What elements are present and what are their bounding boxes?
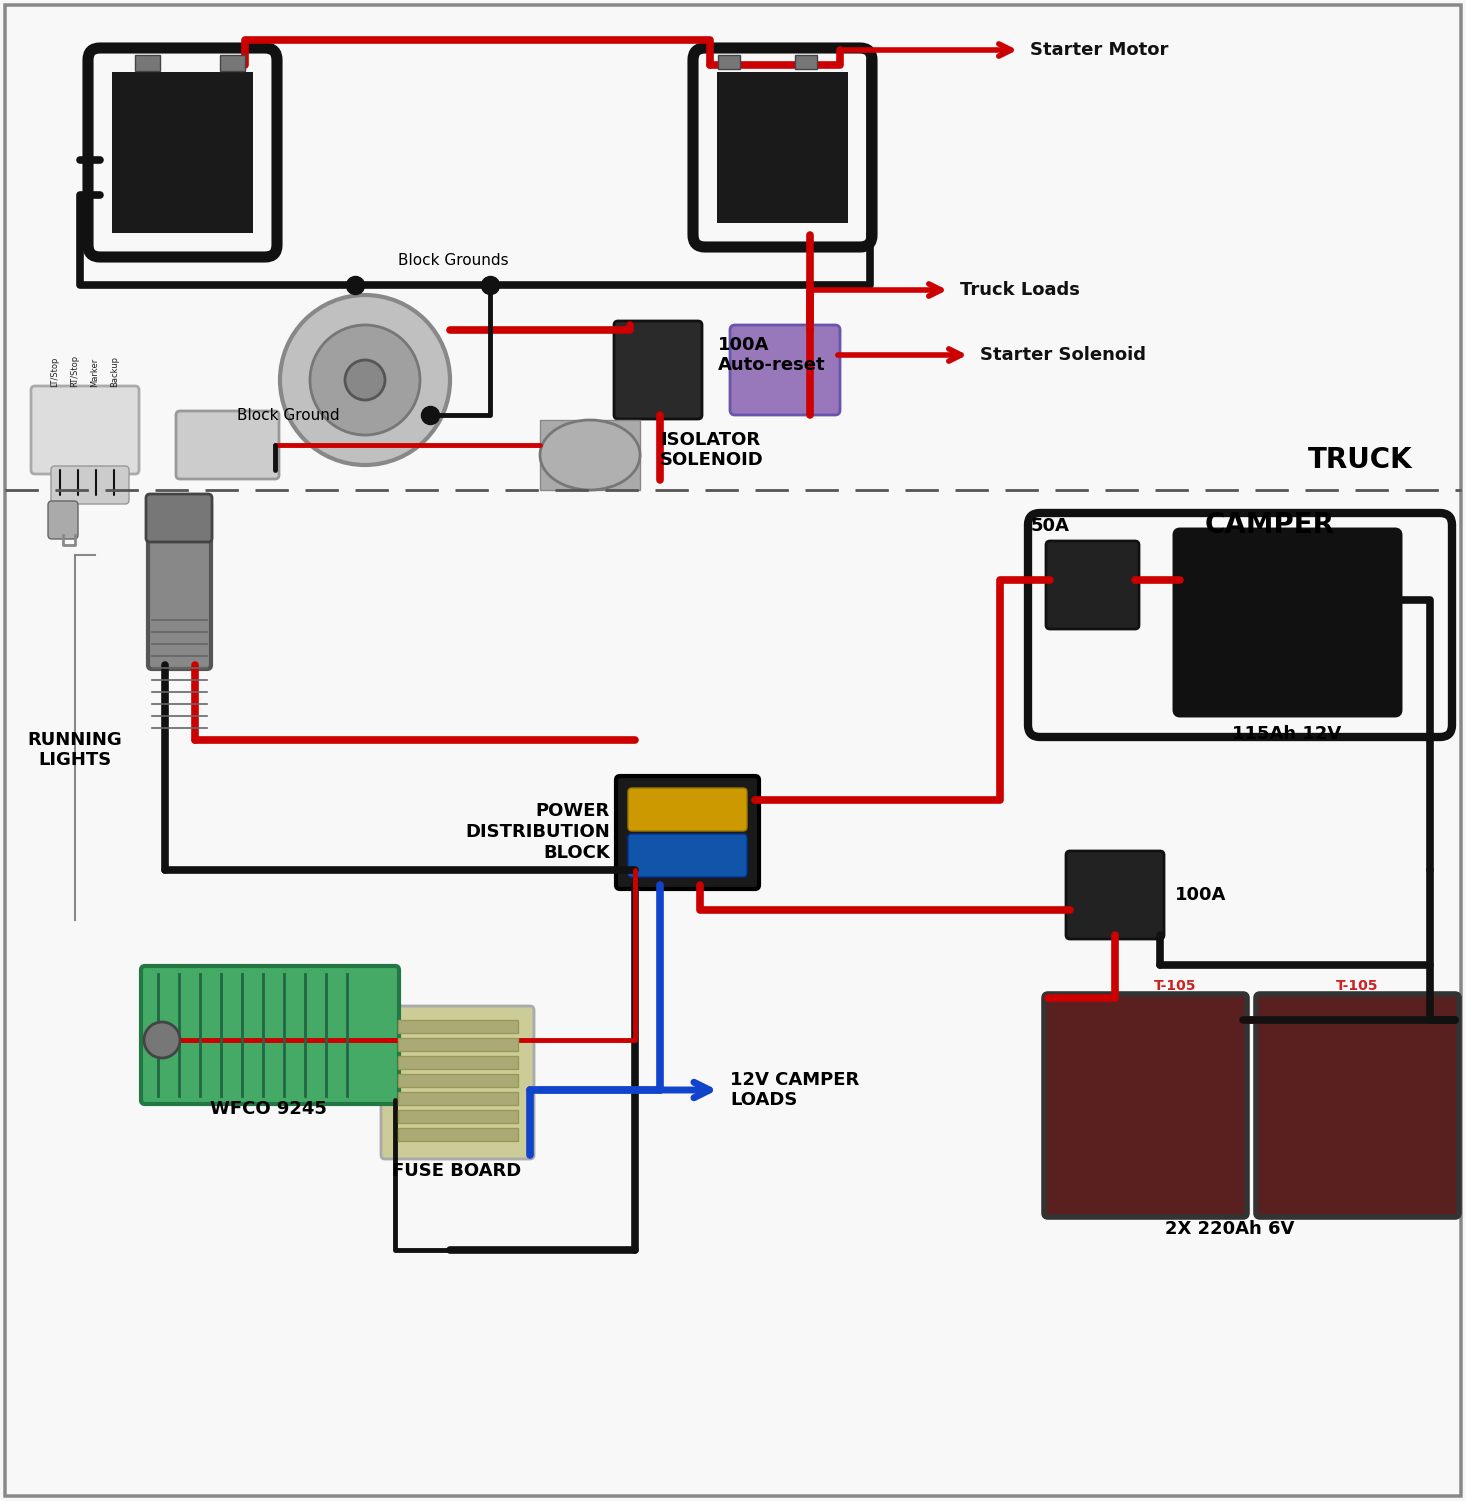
Circle shape xyxy=(345,360,386,399)
FancyBboxPatch shape xyxy=(147,494,213,542)
Text: ISOLATOR
SOLENOID: ISOLATOR SOLENOID xyxy=(660,431,764,470)
Ellipse shape xyxy=(539,420,641,489)
Text: Marker: Marker xyxy=(91,357,100,387)
FancyBboxPatch shape xyxy=(627,788,748,832)
Bar xyxy=(397,1127,517,1141)
Bar xyxy=(717,72,847,224)
Text: POWER
DISTRIBUTION
BLOCK: POWER DISTRIBUTION BLOCK xyxy=(465,802,610,862)
FancyBboxPatch shape xyxy=(51,465,129,504)
Text: 50A: 50A xyxy=(1031,516,1069,534)
FancyBboxPatch shape xyxy=(614,321,702,419)
Text: FUSE BOARD: FUSE BOARD xyxy=(393,1162,522,1180)
Bar xyxy=(539,420,641,489)
FancyBboxPatch shape xyxy=(616,776,759,889)
Text: 100A: 100A xyxy=(1176,886,1227,904)
Text: CAMPER: CAMPER xyxy=(1205,510,1336,539)
Text: Block Grounds: Block Grounds xyxy=(397,254,509,269)
Text: Backup: Backup xyxy=(110,356,120,387)
FancyBboxPatch shape xyxy=(141,967,399,1105)
Bar xyxy=(397,1111,517,1123)
FancyBboxPatch shape xyxy=(176,411,279,479)
FancyBboxPatch shape xyxy=(381,1006,534,1159)
FancyBboxPatch shape xyxy=(627,835,748,877)
FancyBboxPatch shape xyxy=(1047,540,1139,629)
Circle shape xyxy=(144,1022,180,1058)
FancyBboxPatch shape xyxy=(1066,851,1164,940)
FancyBboxPatch shape xyxy=(31,386,139,474)
Text: 12V CAMPER
LOADS: 12V CAMPER LOADS xyxy=(730,1070,859,1109)
Bar xyxy=(135,56,160,71)
Bar xyxy=(397,1075,517,1087)
Text: TRUCK: TRUCK xyxy=(1308,446,1412,474)
Text: 100A
Auto-reset: 100A Auto-reset xyxy=(718,336,825,374)
Bar xyxy=(397,1057,517,1069)
Text: Truck Loads: Truck Loads xyxy=(960,281,1080,299)
Text: 2X 220Ah 6V: 2X 220Ah 6V xyxy=(1165,1220,1294,1238)
Bar xyxy=(795,56,817,69)
Text: Starter Motor: Starter Motor xyxy=(1031,41,1168,59)
FancyBboxPatch shape xyxy=(148,501,211,669)
FancyBboxPatch shape xyxy=(1176,531,1399,714)
Text: T-105: T-105 xyxy=(1336,979,1378,994)
Text: Block Ground: Block Ground xyxy=(237,407,340,422)
FancyBboxPatch shape xyxy=(48,501,78,539)
Bar xyxy=(397,1093,517,1105)
Text: WFCO 9245: WFCO 9245 xyxy=(210,1100,327,1118)
FancyBboxPatch shape xyxy=(1256,994,1459,1217)
Bar xyxy=(397,1021,517,1033)
Text: RUNNING
LIGHTS: RUNNING LIGHTS xyxy=(28,731,122,770)
Bar xyxy=(111,72,254,233)
FancyBboxPatch shape xyxy=(1044,994,1248,1217)
Bar xyxy=(220,56,245,71)
Text: LT/Stop: LT/Stop xyxy=(50,357,60,387)
Text: T-105: T-105 xyxy=(1154,979,1196,994)
Circle shape xyxy=(280,296,450,465)
Bar xyxy=(718,56,740,69)
Text: Starter Solenoid: Starter Solenoid xyxy=(979,347,1146,365)
Text: RT/Stop: RT/Stop xyxy=(70,354,79,387)
FancyBboxPatch shape xyxy=(730,326,840,414)
Bar xyxy=(397,1039,517,1051)
Text: 115Ah 12V: 115Ah 12V xyxy=(1233,725,1341,743)
Circle shape xyxy=(309,326,419,435)
